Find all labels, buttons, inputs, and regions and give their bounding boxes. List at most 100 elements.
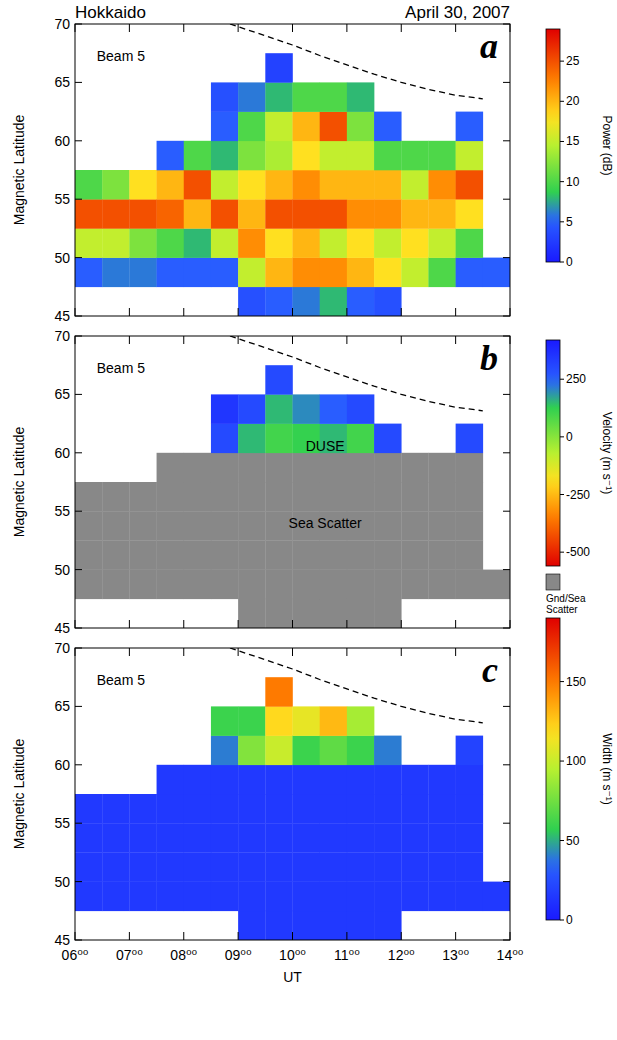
scatter-key [546, 574, 560, 590]
cell [102, 170, 129, 200]
cell [456, 170, 483, 200]
ground-scatter-cell [456, 540, 483, 570]
colorbar-tick-label: 20 [566, 94, 580, 108]
cell [157, 765, 184, 795]
x-tick [401, 336, 402, 344]
y-tick-label: 70 [54, 16, 70, 32]
y-tick-label: 70 [54, 328, 70, 344]
y-tick-label: 60 [54, 445, 70, 461]
cell [293, 228, 320, 258]
colorbar-title: Velocity (m s⁻¹) [600, 412, 614, 494]
y-axis-title: Magnetic Latitude [11, 427, 27, 538]
cell [347, 852, 374, 882]
x-tick [510, 648, 511, 656]
boundary-line [230, 336, 483, 411]
cell [184, 199, 211, 229]
cell [265, 882, 292, 912]
cell [347, 141, 374, 171]
ground-scatter-cell [293, 540, 320, 570]
y-tick [75, 569, 82, 570]
cell [75, 794, 102, 824]
cell [129, 882, 156, 912]
cell [238, 199, 265, 229]
ground-scatter-cell [238, 599, 265, 628]
y-tick-label: 65 [54, 386, 70, 402]
ground-scatter-cell [211, 570, 238, 600]
y-tick-label: 45 [54, 620, 70, 636]
y-tick [75, 706, 82, 707]
cell [374, 170, 401, 200]
colorbar-tick [560, 494, 564, 495]
ground-scatter-cell [265, 453, 292, 483]
x-tick [183, 24, 184, 32]
cell [374, 852, 401, 882]
ground-scatter-cell [401, 453, 428, 483]
frame [75, 648, 510, 940]
cell [157, 258, 184, 288]
y-tick [503, 316, 510, 317]
ground-scatter-cell [456, 570, 483, 600]
ground-scatter-cell [428, 482, 455, 512]
x-tick [401, 620, 402, 628]
cell [265, 53, 292, 82]
colorbar-tick-label: 25 [566, 54, 580, 68]
colorbar-tick [560, 101, 564, 102]
cell [265, 170, 292, 200]
cell [211, 736, 238, 766]
cell [238, 706, 265, 736]
cell [265, 736, 292, 766]
ground-scatter-cell [374, 540, 401, 570]
ground-scatter-cell [428, 570, 455, 600]
y-tick-label: 55 [54, 815, 70, 831]
cell [157, 794, 184, 824]
ground-scatter-cell [320, 540, 347, 570]
x-tick [455, 24, 456, 32]
cell [293, 82, 320, 112]
cell [374, 199, 401, 229]
ground-scatter-cell [75, 482, 102, 512]
x-tick-label: 11⁰⁰ [334, 947, 360, 963]
cell [293, 794, 320, 824]
ground-scatter-cell [129, 482, 156, 512]
x-tick [292, 336, 293, 344]
cell [129, 852, 156, 882]
x-tick [346, 932, 347, 940]
y-tick [503, 823, 510, 824]
cell [428, 199, 455, 229]
cell [238, 112, 265, 142]
ground-scatter-cell [374, 599, 401, 628]
cell [211, 882, 238, 912]
cell [75, 199, 102, 229]
cell [428, 765, 455, 795]
annotation: DUSE [306, 438, 345, 454]
colorbar [546, 340, 560, 566]
y-tick [75, 140, 82, 141]
ground-scatter-cell [347, 453, 374, 483]
ground-scatter-cell [211, 540, 238, 570]
colorbar-tick-label: 10 [566, 175, 580, 189]
cell [238, 82, 265, 112]
x-tick [129, 336, 130, 344]
cell [265, 424, 292, 454]
cell [293, 112, 320, 142]
ground-scatter-cell [347, 599, 374, 628]
cell [211, 82, 238, 112]
cell [347, 287, 374, 316]
x-tick-label: 10⁰⁰ [279, 947, 306, 963]
ground-scatter-cell [184, 453, 211, 483]
cell [211, 765, 238, 795]
ground-scatter-cell [265, 540, 292, 570]
y-tick [75, 24, 82, 25]
cell [238, 882, 265, 912]
x-tick [129, 620, 130, 628]
cell [374, 258, 401, 288]
cell [347, 765, 374, 795]
cell [211, 228, 238, 258]
y-tick-label: 65 [54, 698, 70, 714]
cell [184, 823, 211, 853]
cell [157, 141, 184, 171]
cell [401, 882, 428, 912]
y-tick [503, 628, 510, 629]
y-tick [503, 940, 510, 941]
cell [320, 112, 347, 142]
